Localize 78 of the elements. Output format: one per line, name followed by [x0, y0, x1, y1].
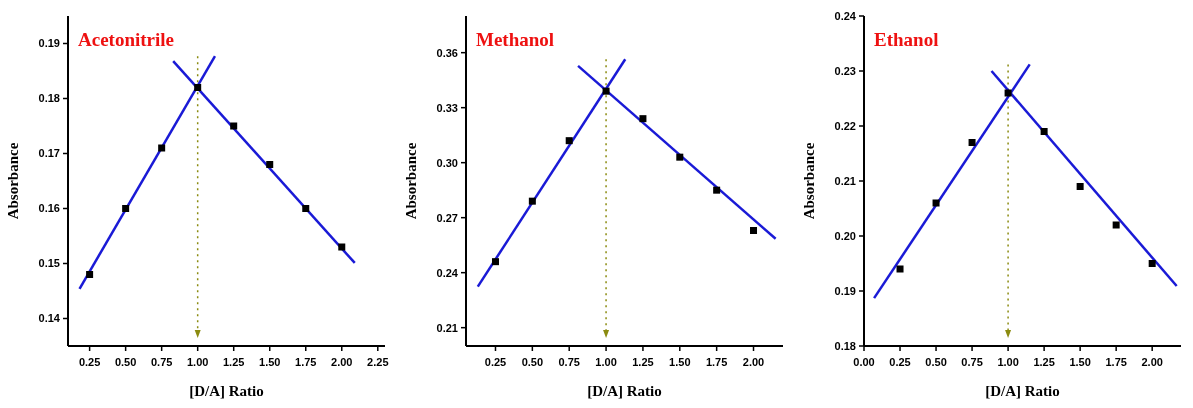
y-axis-title: Absorbance [403, 142, 419, 220]
x-tick-label: 1.50 [669, 356, 691, 368]
point [1076, 183, 1084, 190]
y-axis-title: Absorbance [801, 142, 817, 220]
point [122, 205, 130, 212]
point [639, 115, 647, 123]
point [230, 122, 238, 130]
y-tick-label: 0.23 [834, 64, 856, 77]
x-axis-title: [D/A] Ratio [189, 383, 264, 399]
point [932, 199, 940, 207]
point [491, 258, 499, 266]
point [528, 197, 536, 205]
point [302, 205, 310, 212]
x-tick-label: 1.50 [1069, 356, 1091, 368]
point [1040, 128, 1048, 135]
x-tick-label: 1.00 [595, 356, 617, 368]
y-tick-label: 0.36 [436, 46, 458, 59]
x-tick-label: 1.25 [1033, 356, 1055, 368]
point [1148, 260, 1156, 267]
x-tick-label: 0.75 [150, 356, 173, 368]
x-tick-label: 0.50 [521, 356, 544, 368]
x-tick-label: 1.50 [259, 356, 281, 368]
point [266, 161, 274, 168]
y-tick-label: 0.33 [436, 101, 458, 114]
point [750, 227, 758, 234]
y-tick-label: 0.20 [834, 229, 856, 242]
y-tick-label: 0.16 [38, 202, 60, 215]
y-tick-label: 0.21 [436, 321, 458, 334]
y-tick-label: 0.15 [38, 257, 60, 270]
x-tick-label: 0.75 [558, 356, 580, 368]
y-tick-label: 0.21 [834, 174, 856, 187]
text: Ethanol [874, 29, 939, 50]
point [676, 153, 684, 161]
y-tick-label: 0.18 [38, 92, 60, 105]
point [968, 139, 976, 146]
y-tick-label: 0.14 [38, 312, 61, 325]
y-tick-label: 0.17 [38, 147, 60, 160]
y-tick-label: 0.27 [436, 211, 458, 224]
point [565, 137, 573, 145]
x-tick-label: 2.00 [742, 356, 765, 368]
point [86, 271, 94, 278]
y-tick-label: 0.19 [38, 37, 60, 50]
point [1004, 89, 1012, 97]
x-tick-label: 1.75 [295, 356, 317, 368]
x-tick-label: 1.75 [705, 356, 728, 368]
text: Methanol [476, 29, 555, 50]
y-tick-label: 0.19 [834, 284, 856, 297]
x-tick-label: 1.25 [222, 356, 245, 368]
x-tick-label: 1.25 [632, 356, 654, 368]
point [194, 84, 202, 91]
point [338, 243, 346, 251]
x-tick-label: 0.50 [114, 356, 137, 368]
x-tick-label: 1.00 [997, 356, 1019, 368]
x-tick-label: 2.00 [1141, 356, 1163, 368]
x-tick-label: 0.50 [925, 356, 947, 368]
x-tick-label: 0.25 [889, 356, 911, 368]
x-tick-label: 1.00 [186, 356, 209, 368]
x-tick-label: 1.75 [1105, 356, 1127, 368]
x-tick-label: 0.00 [853, 356, 875, 368]
x-tick-label: 0.25 [78, 356, 101, 368]
x-tick-label: 2.00 [331, 356, 353, 368]
y-tick-label: 0.24 [436, 266, 459, 279]
point [713, 186, 721, 194]
y-tick-label: 0.18 [834, 339, 856, 352]
x-axis-title: [D/A] Ratio [587, 383, 662, 399]
y-tick-label: 0.30 [436, 156, 458, 169]
x-axis-title: [D/A] Ratio [985, 383, 1060, 399]
point [1112, 221, 1120, 229]
y-axis-title: Absorbance [5, 142, 21, 220]
text: Acetonitrile [78, 29, 175, 50]
x-tick-label: 0.25 [484, 356, 507, 368]
y-tick-label: 0.24 [834, 9, 857, 22]
y-tick-label: 0.22 [834, 119, 856, 132]
x-tick-label: 0.75 [961, 356, 983, 368]
point [602, 87, 610, 95]
x-tick-label: 2.25 [367, 356, 389, 368]
point [896, 265, 904, 273]
point [158, 144, 166, 152]
